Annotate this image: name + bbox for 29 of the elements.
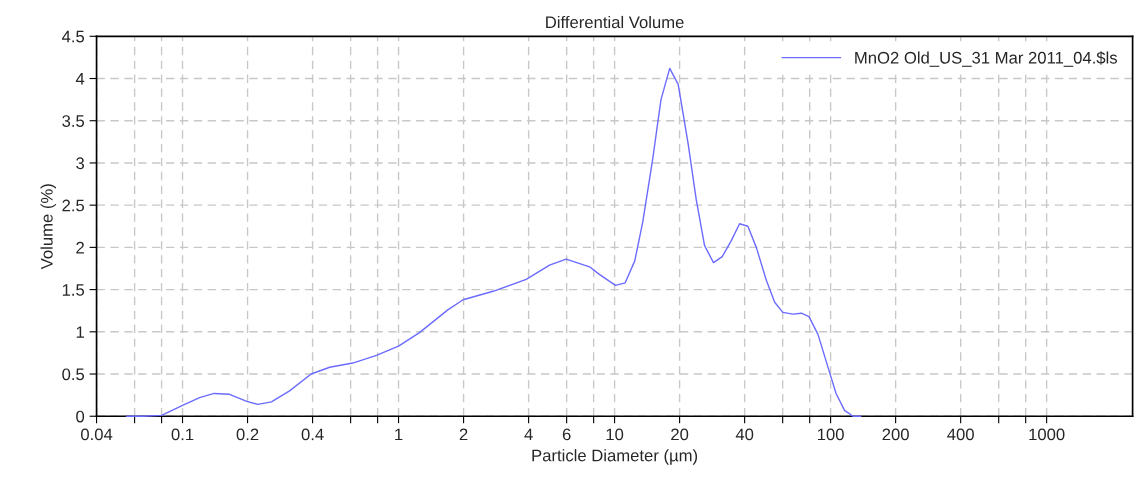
y-tick-label: 0.5 xyxy=(62,368,85,381)
x-tick-label: 6 xyxy=(562,428,571,441)
chart-title: Differential Volume xyxy=(546,15,684,29)
x-tick-label: 400 xyxy=(947,428,974,441)
x-tick-label: 100 xyxy=(817,428,844,441)
x-tick-label: 1 xyxy=(395,428,403,441)
y-tick-label: 2.5 xyxy=(62,199,85,212)
x-tick-label: 2 xyxy=(459,428,468,441)
x-tick-label: 0.2 xyxy=(236,428,259,441)
y-tick-label: 2 xyxy=(76,241,84,254)
y-tick-label: 4.5 xyxy=(61,30,85,43)
y-tick-label: 4 xyxy=(75,73,85,85)
x-tick-label: 0.04 xyxy=(80,428,113,441)
y-tick-label: 3 xyxy=(76,157,85,170)
y-axis-title: Volume (%) xyxy=(40,184,57,270)
y-tick-label: 3.5 xyxy=(62,115,85,127)
x-tick-label: 20 xyxy=(671,428,689,441)
x-tick-label: 40 xyxy=(735,428,754,441)
y-tick-label: 0 xyxy=(76,410,85,423)
x-tick-label: 1000 xyxy=(1029,428,1065,441)
legend-label: MnO2 Old_US_31 Mar 2011_04.$ls xyxy=(855,51,1118,67)
x-tick-label: 4 xyxy=(524,428,533,441)
x-tick-label: 200 xyxy=(882,428,909,441)
y-tick-label: 1 xyxy=(76,326,84,338)
x-tick-label: 10 xyxy=(606,428,624,441)
x-tick-label: 0.1 xyxy=(171,428,194,441)
y-tick-label: 1.5 xyxy=(62,284,85,296)
x-axis-title: Particle Diameter (µm) xyxy=(532,449,698,465)
x-tick-label: 0.4 xyxy=(301,428,324,441)
